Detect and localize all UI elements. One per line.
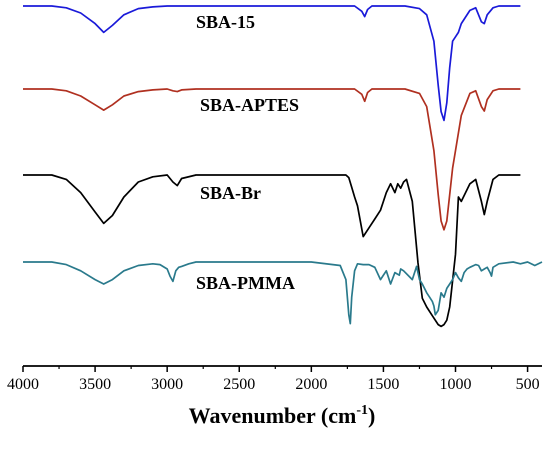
x-axis-title-superscript: -1 <box>356 403 368 418</box>
series-label-sba-br: SBA-Br <box>200 183 261 203</box>
series-line-sba-aptes <box>23 88 521 231</box>
x-axis-title: Wavenumber (cm-1) <box>189 403 376 428</box>
x-tick-label: 2000 <box>295 376 327 393</box>
series-line-sba-pmma <box>23 261 543 325</box>
x-tick-label: 3000 <box>151 376 183 393</box>
x-tick-label: 500 <box>516 376 540 393</box>
x-tick-label: 3500 <box>79 376 111 393</box>
x-tick-label: 1500 <box>367 376 399 393</box>
x-tick-label: 2500 <box>223 376 255 393</box>
series-label-sba-15: SBA-15 <box>196 12 255 32</box>
series-line-sba-15 <box>23 5 521 122</box>
series-line-sba-br <box>23 174 521 328</box>
series-group <box>23 5 543 328</box>
x-tick-label: 1000 <box>440 376 472 393</box>
series-label-sba-pmma: SBA-PMMA <box>196 273 295 293</box>
series-label-sba-aptes: SBA-APTES <box>200 95 299 115</box>
x-tick-label: 4000 <box>7 376 39 393</box>
x-axis-ticks: 4000 3500 3000 2500 2000 1500 1000 500 <box>7 366 540 393</box>
